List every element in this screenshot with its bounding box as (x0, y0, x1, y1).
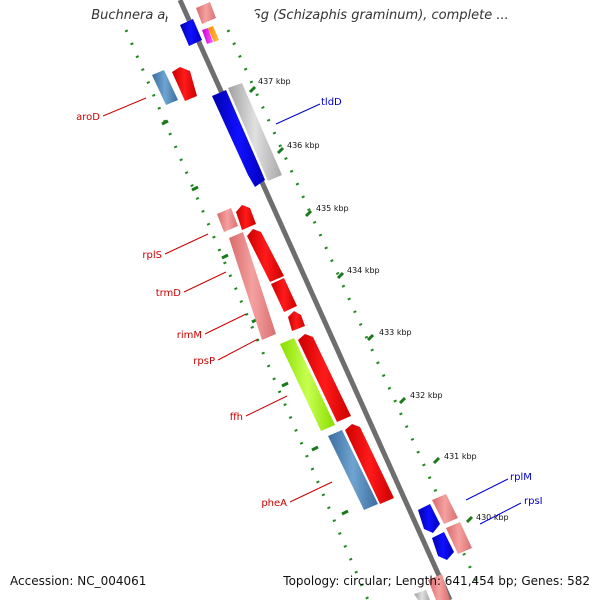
callout-rplM (465, 478, 509, 501)
gene-feature-pheA-red (345, 424, 394, 504)
inner-track-band (200, 0, 510, 600)
gene-feature-rplM-pink (432, 494, 458, 524)
gene-feature-trmD (229, 232, 276, 340)
gene-feature-top-blue (180, 19, 202, 46)
gene-feature-rplS-red (236, 205, 256, 230)
gene-feature-rpsI (432, 532, 454, 560)
tick-label-434: 434 kbp (347, 266, 380, 275)
gene-feature-pheA (328, 430, 378, 510)
gene-label-aroD: aroD (76, 112, 100, 123)
gene-feature-rpsI-pink (446, 522, 472, 554)
gene-label-pheA: pheA (261, 498, 287, 509)
gene-label-ffh: ffh (230, 412, 243, 423)
callout-trmD (183, 271, 227, 293)
gene-feature-rpsP (288, 311, 305, 331)
callout-rpsP (217, 338, 259, 361)
genome-summary-label: Topology: circular; Length: 641,454 bp; … (283, 574, 590, 588)
callout-rplS (164, 233, 209, 255)
gene-feature-top-orange (208, 26, 219, 42)
genome-backbone (177, 0, 453, 600)
gene-label-rimM: rimM (177, 330, 202, 341)
accession-label: Accession: NC_004061 (10, 574, 147, 588)
tick-label-435: 435 kbp (316, 204, 349, 213)
gene-feature-bottom-pink (428, 574, 450, 600)
gene-feature-tldD (212, 90, 265, 187)
gene-labels: aroD tldD rplS trmD rimM rpsP ffh pheA r… (76, 97, 542, 509)
gene-feature-top-pink (196, 2, 216, 24)
gene-feature-tldD-gray (228, 83, 282, 181)
gene-label-rplM: rplM (510, 472, 532, 483)
gene-feature-top-magenta (202, 28, 213, 44)
tick-label-433: 433 kbp (379, 328, 412, 337)
gene-feature-aroD (152, 70, 178, 105)
callout-pheA (289, 481, 333, 503)
gene-feature-rplS (217, 208, 238, 232)
tick-label-436: 436 kbp (287, 141, 320, 150)
gene-feature-aroD-red (172, 67, 197, 101)
gene-feature-bottom-gray (414, 590, 430, 600)
gene-feature-ffh-red (298, 334, 351, 422)
callout-ffh (245, 395, 288, 417)
callout-aroD (102, 97, 147, 117)
gene-label-tldD: tldD (321, 97, 342, 108)
gene-feature-ffh (280, 338, 335, 431)
gene-feature-rplM (418, 504, 440, 533)
gene-features (152, 2, 472, 600)
tick-label-432: 432 kbp (410, 391, 443, 400)
callout-tldD (275, 103, 321, 125)
gene-feature-trmD-red (247, 229, 284, 282)
gene-label-rpsP: rpsP (193, 356, 215, 367)
gene-label-trmD: trmD (156, 288, 182, 299)
gene-label-rpsI: rpsI (524, 496, 543, 507)
callout-rimM (204, 313, 247, 335)
callout-rpsI (479, 502, 522, 525)
gene-label-rplS: rplS (142, 250, 162, 261)
outer-tick-ring (124, 29, 370, 600)
gene-callouts (102, 97, 522, 525)
tick-label-431: 431 kbp (444, 452, 477, 461)
gene-feature-rimM (271, 278, 297, 312)
tick-label-437: 437 kbp (258, 77, 291, 86)
